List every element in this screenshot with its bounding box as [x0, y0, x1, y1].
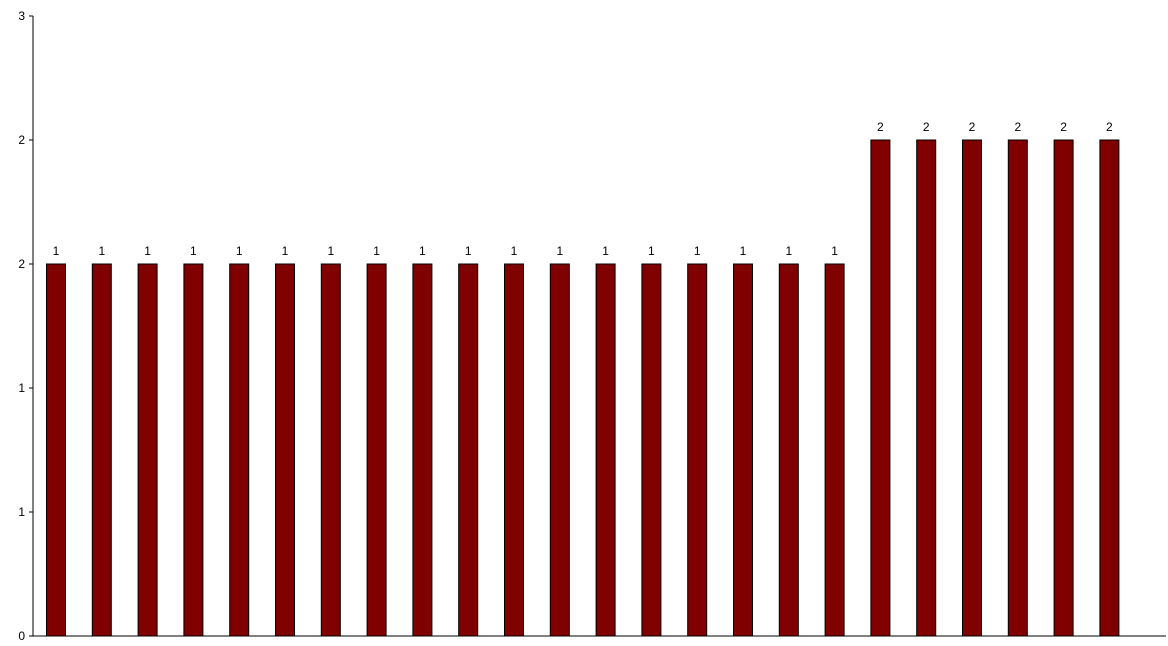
- bar: [550, 264, 569, 636]
- bar-data-label: 1: [740, 244, 747, 258]
- bar: [276, 264, 295, 636]
- bar-data-label: 1: [694, 244, 701, 258]
- bars-group: [47, 140, 1119, 636]
- y-tick-label: 2: [18, 133, 25, 147]
- bar-data-label: 2: [1106, 120, 1113, 134]
- bar: [505, 264, 524, 636]
- bar: [1100, 140, 1119, 636]
- data-labels-group: 1 1 1 1 1 1 1 1 1 1 1 1 1 1 1 1 1 1 2 2 2 2 2 2: [53, 120, 1113, 258]
- bar-data-label: 1: [785, 244, 792, 258]
- bar-data-label: 1: [190, 244, 197, 258]
- y-tick-label: 0: [18, 629, 25, 641]
- bar-data-label: 2: [1060, 120, 1067, 134]
- bar-data-label: 1: [327, 244, 334, 258]
- bar-data-label: 2: [877, 120, 884, 134]
- bar-data-label: 2: [969, 120, 976, 134]
- bar: [825, 264, 844, 636]
- bar: [1054, 140, 1073, 636]
- bar: [138, 264, 157, 636]
- bar: [367, 264, 386, 636]
- bar-data-label: 1: [831, 244, 838, 258]
- bar-data-label: 1: [556, 244, 563, 258]
- bar-data-label: 1: [511, 244, 518, 258]
- bar-data-label: 1: [236, 244, 243, 258]
- bar-data-label: 1: [465, 244, 472, 258]
- bar: [963, 140, 982, 636]
- bar-data-label: 1: [53, 244, 60, 258]
- y-tick-label: 1: [18, 505, 25, 519]
- bar-data-label: 1: [602, 244, 609, 258]
- bar: [413, 264, 432, 636]
- bar: [92, 264, 111, 636]
- bar-data-label: 2: [923, 120, 930, 134]
- bar: [871, 140, 890, 636]
- y-axis-ticks: 0 1 1 2 2 3: [18, 9, 33, 641]
- bar: [688, 264, 707, 636]
- y-tick-label: 1: [18, 381, 25, 395]
- bar-data-label: 1: [144, 244, 151, 258]
- bar-data-label: 1: [648, 244, 655, 258]
- bar: [47, 264, 66, 636]
- bar-data-label: 1: [373, 244, 380, 258]
- bar: [321, 264, 340, 636]
- bar-data-label: 2: [1014, 120, 1021, 134]
- bar: [734, 264, 753, 636]
- y-tick-label: 3: [18, 9, 25, 23]
- bar: [230, 264, 249, 636]
- bar: [459, 264, 478, 636]
- bar: [642, 264, 661, 636]
- bar: [596, 264, 615, 636]
- bar: [1008, 140, 1027, 636]
- bar-data-label: 1: [98, 244, 105, 258]
- bar-data-label: 1: [282, 244, 289, 258]
- y-tick-label: 2: [18, 257, 25, 271]
- bar-data-label: 1: [419, 244, 426, 258]
- bar: [917, 140, 936, 636]
- bar: [779, 264, 798, 636]
- bar: [184, 264, 203, 636]
